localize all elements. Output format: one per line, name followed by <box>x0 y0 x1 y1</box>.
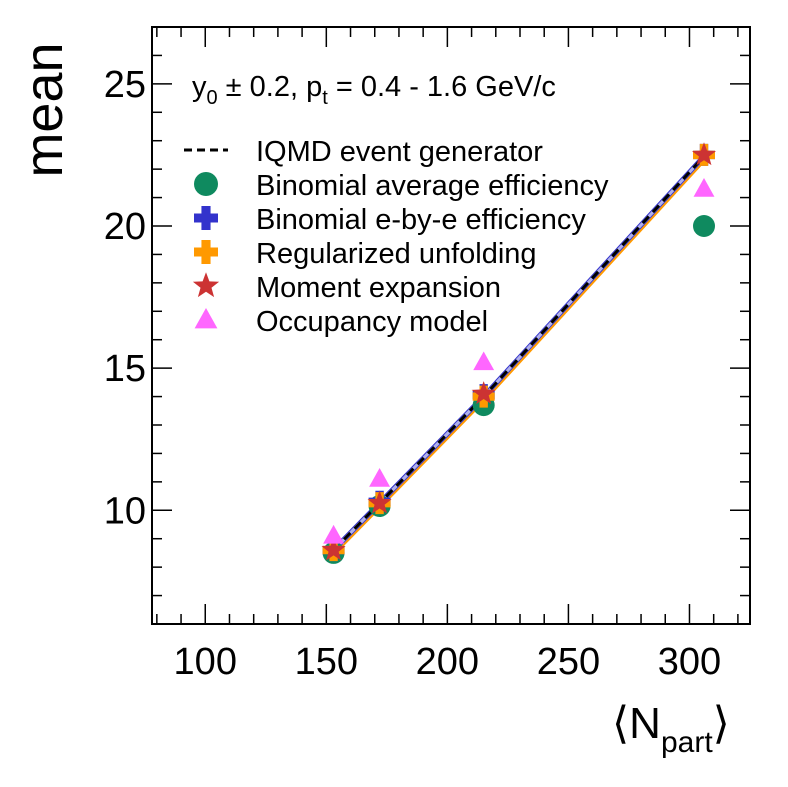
legend-label-binomial-average-efficiency: Binomial average efficiency <box>256 170 609 202</box>
x-tick-label: 150 <box>295 641 358 683</box>
annotation-y-sub: 0 <box>207 87 218 109</box>
legend-label-iqmd-event-generator: IQMD event generator <box>256 136 543 168</box>
x-axis-label-main: N <box>629 699 661 748</box>
x-axis-label-rbracket: ⟩ <box>713 699 730 748</box>
annotation-y: y <box>192 71 207 103</box>
series-line-iqmd <box>332 155 706 552</box>
x-axis-label-sub: part <box>661 726 713 759</box>
x-tick-label: 250 <box>537 641 600 683</box>
y-tick-label: 15 <box>104 348 146 390</box>
data-point-occupancy-model <box>693 178 715 197</box>
series-line-regularized-unfolding <box>334 158 707 554</box>
data-point-moment-expansion <box>471 381 496 404</box>
legend-marker-moment-expansion <box>192 272 220 298</box>
legend-marker-occupancy-model <box>194 308 218 329</box>
annotation-text: y0 ± 0.2, pt = 0.4 - 1.6 GeV/c <box>192 71 556 109</box>
legend-label-regularized-unfolding: Regularized unfolding <box>256 238 537 270</box>
plot-frame <box>151 26 751 625</box>
data-point-binomial-average-efficiency <box>693 215 715 237</box>
data-point-occupancy-model <box>323 524 345 544</box>
x-axis-label: ⟨Npart⟩ <box>612 699 730 759</box>
x-tick-label: 300 <box>658 641 721 683</box>
data-point-occupancy-model <box>473 351 495 371</box>
x-tick-label: 200 <box>416 641 479 683</box>
x-axis-label-lbracket: ⟨ <box>612 699 629 748</box>
y-tick-label: 10 <box>104 490 146 532</box>
x-tick-label: 100 <box>174 641 237 683</box>
legend-marker-binomial-e-by-e-efficiency <box>194 206 218 230</box>
y-axis-label: mean <box>14 42 74 177</box>
annotation-tail: = 0.4 - 1.6 GeV/c <box>328 71 556 103</box>
ticks-group <box>152 26 750 624</box>
legend-label-occupancy-model: Occupancy model <box>256 306 488 338</box>
annotation-mid: ± 0.2, p <box>218 71 323 103</box>
data-point-occupancy-model <box>369 468 391 487</box>
legend-label-moment-expansion: Moment expansion <box>256 272 501 304</box>
legend-marker-binomial-average-efficiency <box>194 172 218 196</box>
markers-group <box>321 142 717 564</box>
annotation-p-sub: t <box>322 87 328 109</box>
legend-marker-regularized-unfolding <box>194 240 218 264</box>
legend-label-binomial-e-by-e-efficiency: Binomial e-by-e efficiency <box>256 204 586 236</box>
y-tick-label: 20 <box>104 206 146 248</box>
tick-labels-group: 100 150 200 250 300 10 15 20 25 <box>104 64 721 683</box>
data-point-moment-expansion <box>691 142 717 166</box>
y-tick-label: 25 <box>104 64 146 106</box>
data-point-moment-expansion <box>321 537 346 561</box>
series-lines-group <box>332 155 706 552</box>
data-point-moment-expansion <box>367 490 392 514</box>
